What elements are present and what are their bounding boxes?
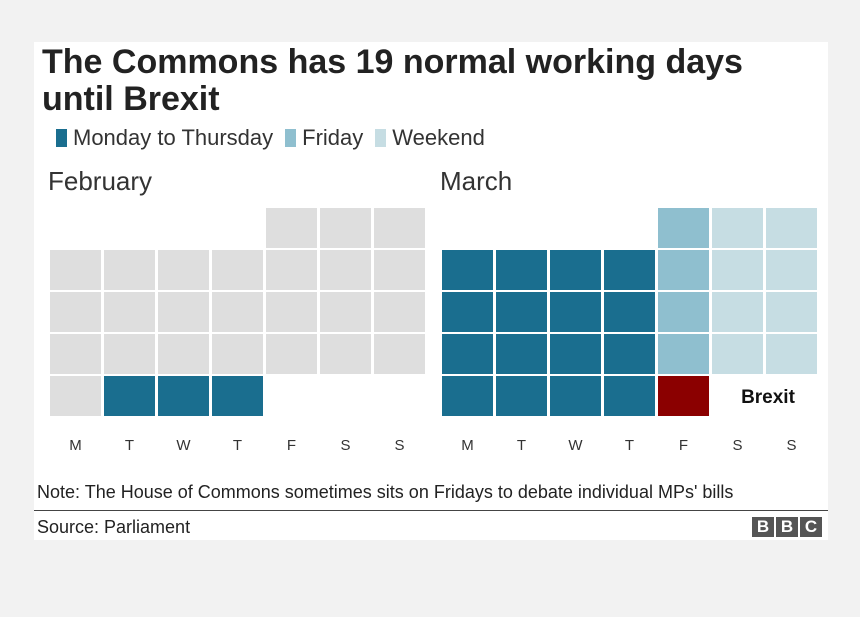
legend-item-mon-thu: Monday to Thursday	[56, 125, 273, 151]
day-cell	[50, 292, 101, 332]
legend-label-mon-thu: Monday to Thursday	[73, 125, 274, 150]
day-cell	[158, 292, 209, 332]
weekday-label: F	[287, 437, 296, 454]
day-cell	[712, 250, 763, 290]
day-cell	[374, 334, 425, 374]
day-cell	[50, 250, 101, 290]
day-cell	[374, 208, 425, 248]
day-cell	[712, 208, 763, 248]
day-cell	[658, 208, 709, 248]
legend-item-weekend: Weekend	[375, 125, 485, 151]
calendar-chart: M T W T F S S M T W T F S S Brexit	[50, 208, 817, 454]
day-cell	[658, 376, 709, 416]
month-label-february: February	[48, 166, 153, 196]
legend-label-weekend: Weekend	[392, 125, 485, 150]
day-cell	[212, 292, 263, 332]
legend-swatch-weekend	[375, 129, 387, 147]
bbc-logo-letter: B	[776, 517, 798, 537]
day-cell	[442, 250, 493, 290]
day-cell	[550, 376, 601, 416]
weekday-label: S	[732, 437, 742, 454]
chart-title: The Commons has 19 normal working days u…	[42, 43, 743, 118]
day-cell	[320, 292, 371, 332]
weekday-label: M	[69, 437, 82, 454]
weekday-label: S	[786, 437, 796, 454]
day-cell	[442, 376, 493, 416]
day-cell	[266, 208, 317, 248]
day-cell	[766, 208, 817, 248]
weekday-label: S	[394, 437, 404, 454]
day-cell	[104, 376, 155, 416]
weekday-label: T	[517, 437, 526, 454]
legend-swatch-friday	[285, 129, 297, 147]
day-cell	[712, 334, 763, 374]
day-cell	[658, 292, 709, 332]
day-cell	[604, 250, 655, 290]
day-cell	[496, 250, 547, 290]
day-cell	[766, 292, 817, 332]
brexit-annotation: Brexit	[741, 387, 796, 408]
day-cell	[766, 250, 817, 290]
day-cell	[496, 334, 547, 374]
legend: Monday to Thursday Friday Weekend	[56, 125, 497, 151]
day-cell	[496, 292, 547, 332]
month-label-march: March	[440, 166, 513, 196]
day-cell	[50, 376, 101, 416]
day-cell	[158, 334, 209, 374]
weekday-label: W	[568, 437, 583, 454]
weekday-label: F	[679, 437, 688, 454]
source-text: Source: Parliament	[37, 517, 191, 537]
weekday-label: T	[625, 437, 634, 454]
footer-divider	[34, 510, 828, 511]
day-cell	[658, 250, 709, 290]
chart-note: Note: The House of Commons sometimes sit…	[37, 482, 734, 502]
day-cell	[158, 250, 209, 290]
bbc-logo-letter: C	[800, 517, 822, 537]
day-cell	[658, 334, 709, 374]
day-cell	[550, 334, 601, 374]
day-cell	[212, 334, 263, 374]
day-cell	[374, 292, 425, 332]
day-cell	[442, 292, 493, 332]
weekday-label: T	[233, 437, 242, 454]
day-cell	[50, 334, 101, 374]
day-cell	[320, 208, 371, 248]
chart-card: The Commons has 19 normal working days u…	[34, 42, 828, 540]
day-cell	[604, 292, 655, 332]
bbc-logo: B B C	[750, 517, 822, 537]
weekday-label: S	[340, 437, 350, 454]
day-cell	[442, 334, 493, 374]
weekday-label: W	[176, 437, 191, 454]
day-cell	[266, 250, 317, 290]
day-cell	[374, 250, 425, 290]
day-cell	[550, 292, 601, 332]
day-cell	[266, 334, 317, 374]
day-cell	[212, 376, 263, 416]
day-cell	[266, 292, 317, 332]
day-cell	[550, 250, 601, 290]
day-cell	[104, 292, 155, 332]
weekday-label: M	[461, 437, 474, 454]
day-cell	[104, 250, 155, 290]
day-cell	[496, 376, 547, 416]
day-cell	[104, 334, 155, 374]
day-cell	[712, 292, 763, 332]
day-cell	[320, 250, 371, 290]
legend-swatch-mon-thu	[56, 129, 67, 147]
legend-label-friday: Friday	[302, 125, 364, 150]
weekday-label: T	[125, 437, 134, 454]
day-cell	[766, 334, 817, 374]
day-cell	[158, 376, 209, 416]
bbc-logo-letter: B	[752, 517, 774, 537]
legend-item-friday: Friday	[285, 125, 363, 151]
day-cell	[320, 334, 371, 374]
day-cell	[604, 334, 655, 374]
day-cell	[604, 376, 655, 416]
day-cell	[212, 250, 263, 290]
